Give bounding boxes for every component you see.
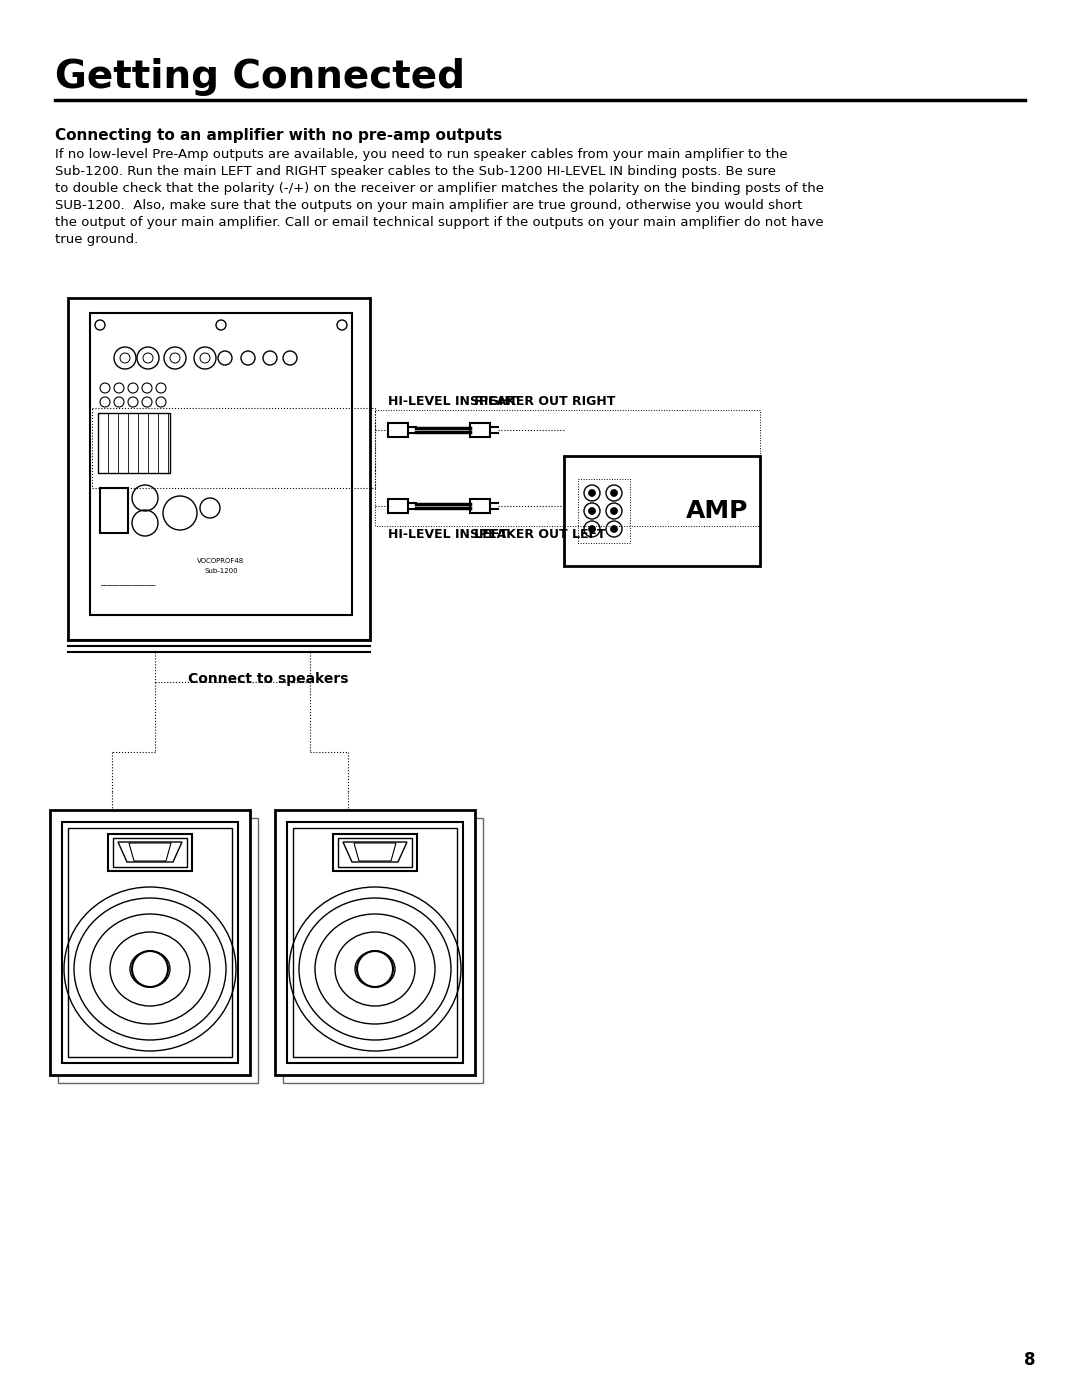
Bar <box>108 834 192 870</box>
Bar <box>283 819 483 1083</box>
Bar <box>564 455 760 566</box>
Bar <box>113 838 187 868</box>
Text: Sub-1200: Sub-1200 <box>204 569 238 574</box>
Circle shape <box>610 525 618 532</box>
Text: Sub-1200. Run the main LEFT and RIGHT speaker cables to the Sub-1200 HI-LEVEL IN: Sub-1200. Run the main LEFT and RIGHT sp… <box>55 165 777 177</box>
Bar <box>68 298 370 640</box>
Bar <box>578 479 630 543</box>
Bar <box>388 423 408 437</box>
Circle shape <box>589 489 595 496</box>
Text: 8: 8 <box>1024 1351 1036 1369</box>
Text: If no low-level Pre-Amp outputs are available, you need to run speaker cables fr: If no low-level Pre-Amp outputs are avai… <box>55 148 787 161</box>
Text: HI-LEVEL IN RIGHT: HI-LEVEL IN RIGHT <box>388 395 517 408</box>
Bar <box>338 838 411 868</box>
Circle shape <box>610 489 618 496</box>
Text: Connect to speakers: Connect to speakers <box>188 672 349 686</box>
Bar <box>333 834 417 870</box>
Text: HI-LEVEL IN LEFT: HI-LEVEL IN LEFT <box>388 528 508 541</box>
Bar <box>62 821 238 1063</box>
Bar <box>287 821 463 1063</box>
Bar <box>50 810 249 1076</box>
Circle shape <box>589 525 595 532</box>
Bar <box>100 488 129 534</box>
Bar <box>98 414 170 474</box>
Text: SPEAKER OUT LEFT: SPEAKER OUT LEFT <box>470 528 606 541</box>
Bar <box>92 408 375 488</box>
Circle shape <box>589 507 595 514</box>
Text: VOCOPROF48: VOCOPROF48 <box>198 557 245 564</box>
Text: Getting Connected: Getting Connected <box>55 59 465 96</box>
Text: SPEAKER OUT RIGHT: SPEAKER OUT RIGHT <box>470 395 616 408</box>
Text: true ground.: true ground. <box>55 233 138 246</box>
Text: SUB-1200.  Also, make sure that the outputs on your main amplifier are true grou: SUB-1200. Also, make sure that the outpu… <box>55 198 802 212</box>
Bar <box>388 499 408 513</box>
Bar <box>375 409 760 527</box>
Bar <box>470 423 490 437</box>
Bar <box>275 810 475 1076</box>
Text: Connecting to an amplifier with no pre-amp outputs: Connecting to an amplifier with no pre-a… <box>55 129 502 142</box>
Bar <box>58 819 258 1083</box>
Text: AMP: AMP <box>686 499 748 522</box>
Text: the output of your main amplifier. Call or email technical support if the output: the output of your main amplifier. Call … <box>55 217 824 229</box>
Text: to double check that the polarity (-/+) on the receiver or amplifier matches the: to double check that the polarity (-/+) … <box>55 182 824 196</box>
Bar <box>293 828 457 1058</box>
Circle shape <box>610 507 618 514</box>
Bar <box>68 828 232 1058</box>
Bar <box>90 313 352 615</box>
Bar <box>470 499 490 513</box>
Text: ─────────────────: ───────────────── <box>100 584 156 590</box>
